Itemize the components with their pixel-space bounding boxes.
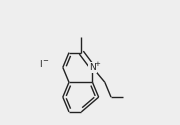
Text: +: + [94,61,100,67]
Text: N: N [89,63,96,72]
Text: −: − [42,58,48,64]
Text: I: I [39,60,42,70]
